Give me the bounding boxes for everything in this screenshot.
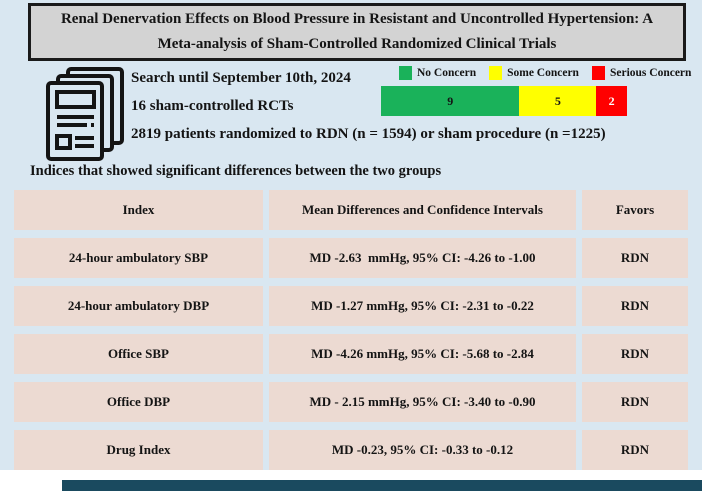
legend-label: Some Concern bbox=[507, 67, 579, 79]
bar-segment-some-concern: 5 bbox=[519, 86, 597, 116]
study-summary: Search until September 10th, 2024 16 sha… bbox=[131, 71, 691, 155]
legend-item-some-concern: Some Concern bbox=[489, 66, 579, 80]
table-row-index: Office SBP bbox=[14, 334, 263, 374]
legend-item-no-concern: No Concern bbox=[399, 66, 476, 80]
rct-count-line: 16 sham-controlled RCTs bbox=[131, 98, 294, 114]
red-swatch-icon bbox=[591, 66, 605, 80]
table-row-favors: RDN bbox=[582, 382, 688, 422]
column-header-index: Index bbox=[14, 190, 263, 230]
stacked-documents-icon bbox=[46, 67, 124, 161]
table-row-md-ci: MD -2.63 mmHg, 95% CI: -4.26 to -1.00 bbox=[269, 238, 576, 278]
table-row-favors: RDN bbox=[582, 334, 688, 374]
section-heading: Indices that showed significant differen… bbox=[30, 163, 442, 179]
table-row-md-ci: MD -1.27 mmHg, 95% CI: -2.31 to -0.22 bbox=[269, 286, 576, 326]
yellow-swatch-icon bbox=[489, 66, 503, 80]
table-row-md-ci: MD - 2.15 mmHg, 95% CI: -3.40 to -0.90 bbox=[269, 382, 576, 422]
table-row-index: Drug Index bbox=[14, 430, 263, 470]
table-row-index: 24-hour ambulatory DBP bbox=[14, 286, 263, 326]
search-date-line: Search until September 10th, 2024 bbox=[131, 70, 351, 86]
risk-of-bias-stacked-bar: 9 5 2 bbox=[381, 86, 627, 116]
table-row-index: 24-hour ambulatory SBP bbox=[14, 238, 263, 278]
green-swatch-icon bbox=[399, 66, 412, 80]
table-row-md-ci: MD -4.26 mmHg, 95% CI: -5.68 to -2.84 bbox=[269, 334, 576, 374]
page-title: Renal Denervation Effects on Blood Press… bbox=[60, 11, 654, 52]
column-header-favors: Favors bbox=[582, 190, 688, 230]
legend-label: Serious Concern bbox=[609, 67, 692, 79]
legend-item-serious-concern: Serious Concern bbox=[591, 66, 692, 80]
table-row-index: Office DBP bbox=[14, 382, 263, 422]
patient-count-line: 2819 patients randomized to RDN (n = 159… bbox=[131, 126, 606, 142]
bar-segment-no-concern: 9 bbox=[381, 86, 520, 116]
risk-of-bias-legend: No Concern Some Concern Serious Concern bbox=[399, 66, 691, 80]
bar-segment-serious-concern: 2 bbox=[596, 86, 627, 116]
column-header-md-ci: Mean Differences and Confidence Interval… bbox=[269, 190, 576, 230]
table-row-favors: RDN bbox=[582, 286, 688, 326]
results-table: Index Mean Differences and Confidence In… bbox=[14, 190, 688, 470]
table-row-favors: RDN bbox=[582, 430, 688, 470]
table-row-md-ci: MD -0.23, 95% CI: -0.33 to -0.12 bbox=[269, 430, 576, 470]
legend-label: No Concern bbox=[417, 67, 477, 79]
title-box: Renal Denervation Effects on Blood Press… bbox=[28, 3, 686, 61]
bottom-accent-bar bbox=[62, 480, 702, 491]
table-row-favors: RDN bbox=[582, 238, 688, 278]
